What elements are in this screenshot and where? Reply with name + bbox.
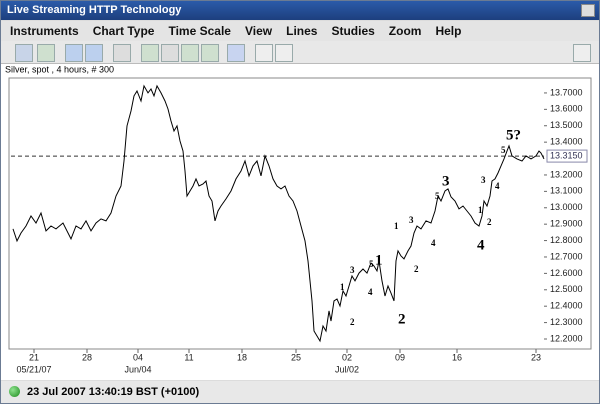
reference-label: 13.3150 [550, 150, 583, 160]
wave-label: 1 [340, 282, 345, 292]
wave-label-major: 4 [477, 237, 485, 253]
toolbar [1, 41, 599, 64]
tool-button[interactable] [113, 44, 131, 62]
y-tick-label: 12.9000 [550, 219, 583, 229]
x-tick-label: 04 [133, 352, 143, 362]
menu-item[interactable]: Time Scale [168, 24, 231, 38]
status-bar: 23 Jul 2007 13:40:19 BST (+0100) [1, 381, 599, 403]
menu-item[interactable]: Zoom [388, 24, 422, 38]
timestamp: 23 Jul 2007 13:40:19 BST (+0100) [27, 386, 200, 398]
y-tick-label: 13.4000 [550, 137, 583, 147]
wave-label: 5 [435, 191, 440, 201]
zoom-in[interactable] [65, 44, 83, 62]
tool-button[interactable] [141, 44, 159, 62]
wave-label-major: 5? [506, 127, 521, 143]
menu-item[interactable]: View [244, 24, 273, 38]
menu-item[interactable]: Chart Type [92, 24, 155, 38]
print[interactable] [255, 44, 273, 62]
y-tick-label: 12.2000 [550, 333, 583, 343]
wave-label: 1 [478, 205, 483, 215]
print-preview[interactable] [275, 44, 293, 62]
title-bar: Live Streaming HTTP Technology [1, 1, 599, 20]
x-sublabel: Jul/02 [335, 364, 359, 374]
x-tick-label: 25 [291, 352, 301, 362]
wave-label-major: 2 [398, 311, 406, 327]
y-tick-label: 13.7000 [550, 87, 583, 97]
y-tick-label: 13.5000 [550, 120, 583, 130]
chart-title: Silver, spot , 4 hours, # 300 [5, 64, 114, 74]
menu-item[interactable]: Studies [331, 24, 375, 38]
wave-label: 2 [414, 264, 419, 274]
reference-label-box [546, 149, 588, 163]
menu-item[interactable]: Lines [286, 24, 318, 38]
x-tick-label: 18 [237, 352, 247, 362]
tool-button[interactable] [37, 44, 55, 62]
x-tick-label: 09 [395, 352, 405, 362]
grid-toggle[interactable] [227, 44, 245, 62]
tool-button[interactable] [201, 44, 219, 62]
y-tick-label: 13.6000 [550, 104, 583, 114]
wave-label-major: 3 [442, 173, 450, 189]
x-sublabel: Jun/04 [124, 364, 151, 374]
y-tick-label: 12.3000 [550, 317, 583, 327]
close-button[interactable] [581, 4, 595, 17]
y-tick-label: 12.7000 [550, 251, 583, 261]
y-tick-label: 12.5000 [550, 284, 583, 294]
wave-label: 1 [394, 221, 399, 231]
y-tick-label: 13.1000 [550, 186, 583, 196]
y-tick-label: 12.6000 [550, 268, 583, 278]
wave-label: 2 [487, 217, 492, 227]
wave-label: 3 [350, 265, 355, 275]
x-tick-label: 11 [184, 352, 193, 362]
chart: Silver, spot , 4 hours, # 300 12.2000 12.… [5, 64, 592, 374]
x-tick-label: 21 [29, 352, 39, 362]
tool-button[interactable] [181, 44, 199, 62]
chart-panel: Silver, spot , 4 hours, # 300 12.2000 12.… [1, 64, 599, 380]
x-tick-label: 02 [342, 352, 352, 362]
y-tick-label: 12.4000 [550, 301, 583, 311]
y-tick-label: 13.0000 [550, 202, 583, 212]
menu-item[interactable]: Instruments [10, 24, 79, 38]
wave-label: 4 [495, 181, 500, 191]
window-title: Live Streaming HTTP Technology [7, 4, 182, 16]
wave-label: 2 [350, 317, 355, 327]
wave-label: 5 [369, 259, 374, 269]
wave-label-major: 1 [375, 252, 383, 268]
connection-indicator [9, 386, 20, 397]
plot-frame [8, 77, 592, 350]
zoom-out[interactable] [85, 44, 103, 62]
price-line [12, 84, 545, 343]
wave-label: 3 [409, 215, 414, 225]
x-tick-label: 16 [452, 352, 462, 362]
crosshair-tool[interactable] [15, 44, 33, 62]
x-tick-label: 28 [82, 352, 92, 362]
pin-button[interactable] [573, 44, 591, 62]
menu-bar: Instruments Chart Type Time Scale View Lines… [1, 21, 599, 41]
wave-label: 4 [368, 287, 373, 297]
x-tick-label: 23 [531, 352, 541, 362]
tool-button[interactable] [161, 44, 179, 62]
wave-label: 5 [501, 145, 506, 155]
y-tick-label: 12.8000 [550, 235, 583, 245]
wave-label: 3 [481, 175, 486, 185]
y-tick-label: 13.2000 [550, 169, 583, 179]
menu-item[interactable]: Help [435, 24, 462, 38]
wave-label: 4 [431, 238, 436, 248]
x-sublabel: 05/21/07 [16, 364, 51, 374]
